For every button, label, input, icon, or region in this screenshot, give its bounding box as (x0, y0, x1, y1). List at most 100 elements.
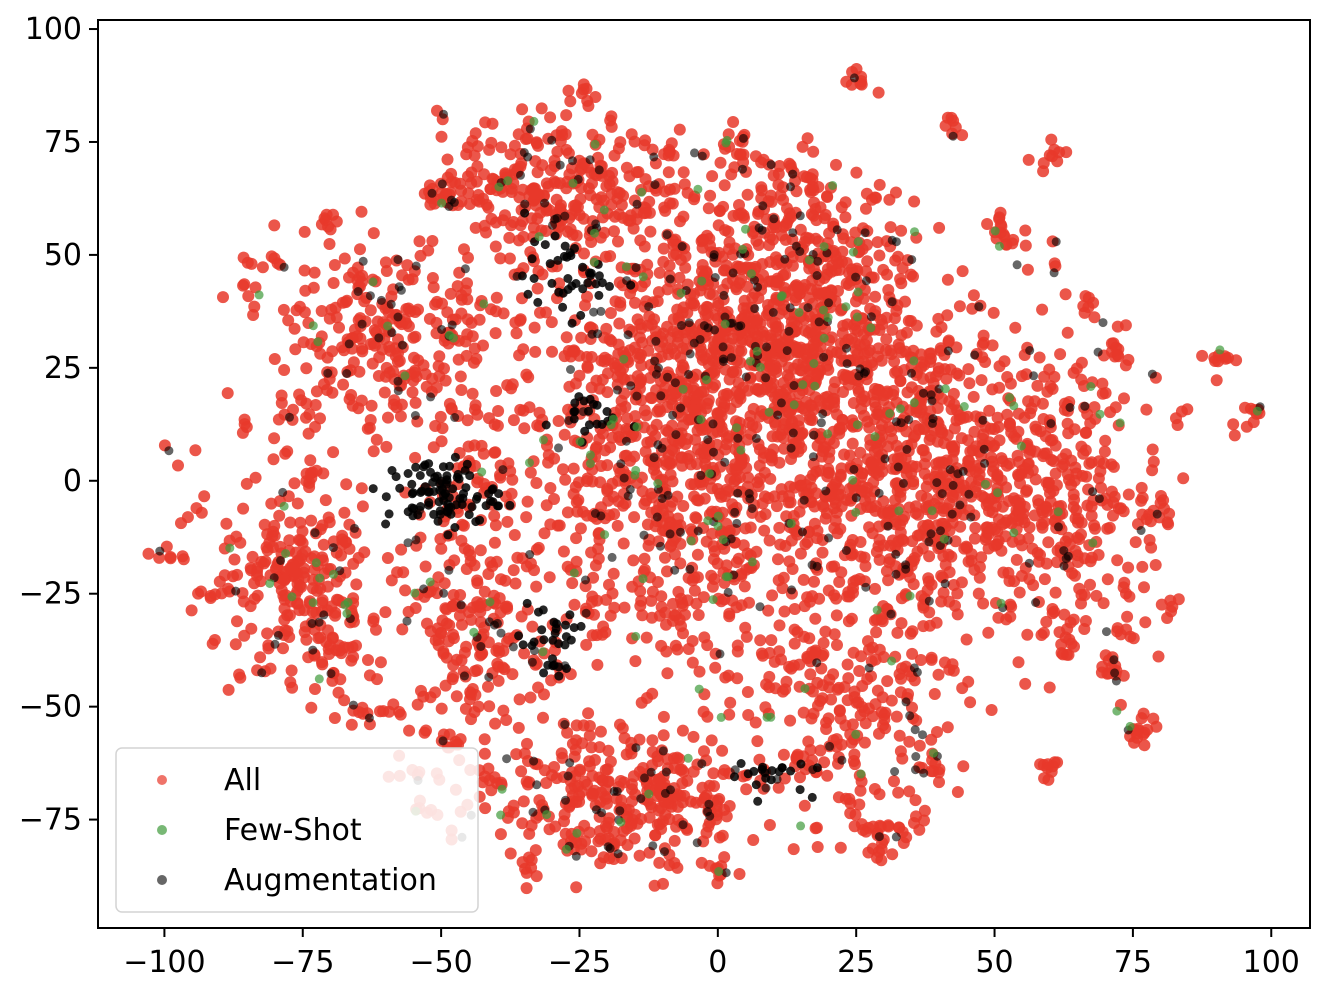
point-all (1036, 303, 1049, 316)
point-augmentation (578, 262, 588, 272)
point-augmentation (563, 274, 573, 283)
point-all (593, 382, 606, 395)
point-all (1019, 239, 1032, 252)
point-all (758, 524, 771, 537)
point-all (769, 221, 782, 234)
point-all (798, 630, 811, 643)
point-augmentation (786, 766, 796, 776)
point-all (265, 250, 278, 263)
point-all (1161, 516, 1174, 529)
point-all (688, 584, 701, 597)
point-all (508, 139, 521, 152)
point-augmentation (441, 488, 451, 498)
point-all (526, 620, 539, 633)
point-all (777, 388, 790, 400)
point-all (515, 765, 528, 778)
point-all (774, 538, 787, 551)
point-all (954, 520, 967, 533)
point-augmentation (733, 433, 743, 443)
point-augmentation (860, 228, 870, 238)
point-all (512, 721, 525, 734)
point-augmentation (529, 756, 539, 766)
point-augmentation (417, 486, 427, 496)
point-all (431, 622, 444, 635)
point-all (441, 153, 454, 166)
point-all (727, 365, 740, 378)
point-augmentation (547, 278, 557, 288)
point-all (372, 370, 385, 382)
point-all (297, 336, 310, 349)
point-all (601, 763, 614, 776)
point-all (443, 619, 456, 632)
point-augmentation (558, 302, 568, 312)
point-all (700, 300, 713, 313)
point-all (531, 282, 544, 295)
point-all (835, 201, 848, 214)
point-all (809, 612, 822, 625)
point-all (763, 239, 776, 252)
point-all (399, 584, 412, 597)
point-all (1040, 557, 1053, 570)
point-all (638, 552, 651, 565)
point-all (466, 387, 479, 400)
point-all (419, 368, 432, 381)
point-all (627, 554, 640, 567)
point-all (861, 673, 874, 686)
point-all (772, 167, 785, 180)
point-all (435, 702, 448, 715)
point-all (414, 249, 427, 262)
point-all (736, 333, 749, 346)
point-all (713, 204, 726, 217)
point-augmentation (697, 151, 707, 161)
point-all (872, 342, 885, 355)
point-all (506, 378, 519, 391)
point-all (835, 421, 848, 434)
point-all (612, 495, 625, 508)
point-all (242, 290, 255, 303)
point-all (581, 509, 593, 522)
point-all (749, 716, 762, 729)
point-all (370, 623, 382, 636)
point-augmentation (622, 276, 632, 286)
point-all (309, 683, 321, 695)
point-augmentation (450, 452, 460, 462)
point-all (828, 628, 841, 641)
point-all (717, 768, 730, 780)
point-all (455, 534, 468, 547)
point-all (907, 578, 920, 591)
point-augmentation (609, 786, 619, 796)
point-all (858, 736, 871, 749)
point-augmentation (523, 289, 533, 299)
point-augmentation (374, 333, 384, 343)
point-all (833, 705, 846, 718)
point-augmentation (561, 795, 570, 805)
point-all (613, 317, 626, 330)
point-augmentation (901, 697, 911, 707)
point-all (374, 705, 386, 718)
point-all (724, 696, 737, 709)
point-all (516, 215, 529, 228)
point-all (471, 476, 484, 489)
point-augmentation (905, 711, 915, 721)
point-all (408, 366, 421, 379)
point-all (661, 667, 674, 680)
point-all (729, 458, 742, 471)
point-all (495, 141, 508, 154)
point-all (831, 639, 843, 651)
point-augmentation (807, 792, 817, 802)
point-all (607, 567, 620, 580)
point-all (582, 100, 595, 112)
point-all (285, 664, 298, 677)
point-all (662, 348, 675, 361)
point-all (494, 252, 507, 265)
point-all (613, 187, 626, 199)
point-augmentation (1029, 371, 1039, 381)
point-all (677, 500, 690, 512)
point-all (327, 446, 340, 459)
point-all (659, 551, 671, 564)
point-all (1075, 440, 1088, 453)
point-all (677, 166, 690, 179)
point-all (638, 240, 651, 253)
point-all (553, 277, 566, 290)
point-all (991, 411, 1004, 424)
